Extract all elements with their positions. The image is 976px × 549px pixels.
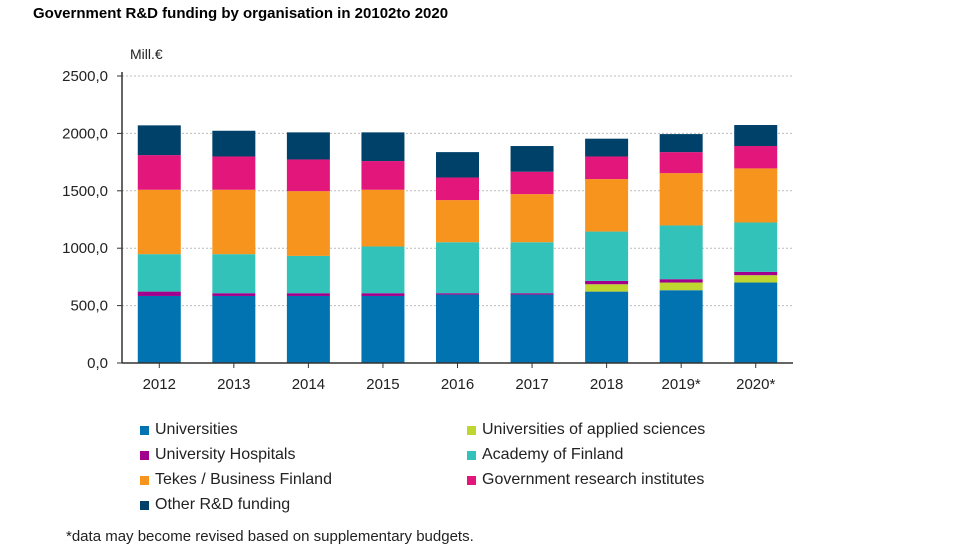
legend-item: Government research institutes — [467, 470, 787, 490]
bar-segment — [659, 152, 703, 174]
bar-segment — [734, 275, 778, 283]
x-tick-label: 2019* — [662, 376, 701, 393]
x-tick-label: 2013 — [217, 376, 250, 393]
bar-segment — [659, 279, 703, 283]
bar-segment — [659, 173, 703, 226]
bar-segment — [585, 179, 629, 232]
legend-label: University Hospitals — [155, 446, 296, 463]
x-tick-label: 2014 — [292, 376, 325, 393]
legend-swatch — [467, 425, 476, 435]
y-tick-label: 1500,0 — [62, 183, 108, 200]
bar-segment — [436, 293, 479, 295]
bar-segment — [585, 156, 629, 180]
legend-label: Universities of applied sciences — [482, 421, 706, 438]
bar-segment — [286, 132, 330, 160]
bar-segment — [137, 189, 181, 255]
legend-swatch — [140, 450, 149, 460]
legend-label: Other R&D funding — [155, 496, 291, 513]
legend-swatch — [140, 475, 149, 485]
legend-label: Universities — [155, 421, 238, 438]
bar-segment — [510, 194, 554, 243]
bar-segment — [286, 191, 330, 256]
bar-segment — [137, 295, 181, 363]
legend-item: Universities — [140, 420, 467, 440]
bar-segment — [659, 225, 703, 280]
bar-segment — [212, 293, 256, 296]
legend-item: University Hospitals — [140, 445, 467, 465]
bar-segment — [510, 294, 554, 363]
bar-segment — [361, 161, 405, 190]
legend-swatch — [467, 475, 476, 485]
legend-label: Government research institutes — [482, 471, 705, 488]
x-tick-label: 2015 — [366, 376, 399, 393]
bar-segment — [137, 155, 181, 190]
bar-segment — [436, 242, 479, 294]
y-tick-label: 0,0 — [87, 355, 108, 372]
bar-segment — [286, 293, 330, 296]
y-axis-unit-label: Mill.€ — [130, 46, 163, 62]
bar-segment — [286, 159, 330, 192]
legend-swatch — [140, 500, 149, 510]
legend-label: Academy of Finland — [482, 446, 624, 463]
chart-title: Government R&D funding by organisation i… — [33, 5, 449, 22]
y-tick-label: 2000,0 — [62, 125, 108, 142]
bar-segment — [137, 291, 181, 296]
bar-segment — [585, 291, 629, 363]
bar-segment — [585, 280, 629, 285]
bar-segment — [361, 246, 405, 294]
bar-segment — [436, 152, 479, 178]
legend-item: Other R&D funding — [140, 495, 467, 515]
x-tick-label: 2017 — [515, 376, 548, 393]
x-tick-label: 2016 — [441, 376, 474, 393]
legend-item: Tekes / Business Finland — [140, 470, 467, 490]
legend-swatch — [140, 425, 149, 435]
bar-segment — [510, 171, 554, 195]
bar-segment — [659, 282, 703, 291]
bar-segment — [734, 168, 778, 223]
bar-segment — [734, 125, 778, 147]
bar-segment — [510, 146, 554, 172]
bar-segment — [734, 282, 778, 363]
bar-segment — [734, 271, 778, 276]
bar-segment — [436, 294, 479, 363]
bar-segment — [510, 293, 554, 295]
bar-segment — [585, 284, 629, 292]
bar-segment — [212, 189, 256, 255]
chart-plot: 0,0 500,0 1000,0 1500,0 2000,0 2500,0 2012 2013… — [62, 68, 793, 393]
bar-segment — [585, 231, 629, 281]
bar-segment — [361, 295, 405, 363]
y-tick-label: 1000,0 — [62, 240, 108, 257]
bar-segment — [734, 222, 778, 272]
x-tick-label: 2012 — [143, 376, 176, 393]
bar-segment — [734, 146, 778, 169]
y-tick-label: 500,0 — [70, 298, 108, 315]
legend-item: Universities of applied sciences — [467, 420, 787, 440]
bar-segment — [137, 125, 181, 156]
x-tick-label: 2020* — [736, 376, 775, 393]
bar-segment — [585, 138, 629, 157]
bar-segment — [212, 130, 256, 157]
bar-segment — [361, 293, 405, 296]
bar-segment — [436, 177, 479, 201]
bar-segment — [286, 295, 330, 363]
y-tick-label: 2500,0 — [62, 68, 108, 85]
bar-segment — [361, 132, 405, 162]
bar-segment — [137, 254, 181, 292]
legend-label: Tekes / Business Finland — [155, 471, 332, 488]
bar-segment — [510, 242, 554, 294]
bar-segment — [659, 290, 703, 363]
x-tick-label: 2018 — [590, 376, 623, 393]
bar-segment — [212, 156, 256, 190]
bar-segment — [436, 200, 479, 243]
bar-segment — [361, 189, 405, 247]
bar-segment — [212, 254, 256, 294]
chart-legend: Universities Universities of applied scie… — [140, 420, 780, 515]
legend-item: Academy of Finland — [467, 445, 787, 465]
bar-segment — [659, 134, 703, 153]
bar-segment — [212, 295, 256, 363]
footnote: *data may become revised based on supple… — [66, 528, 474, 545]
legend-swatch — [467, 450, 476, 460]
bar-segment — [286, 255, 330, 294]
